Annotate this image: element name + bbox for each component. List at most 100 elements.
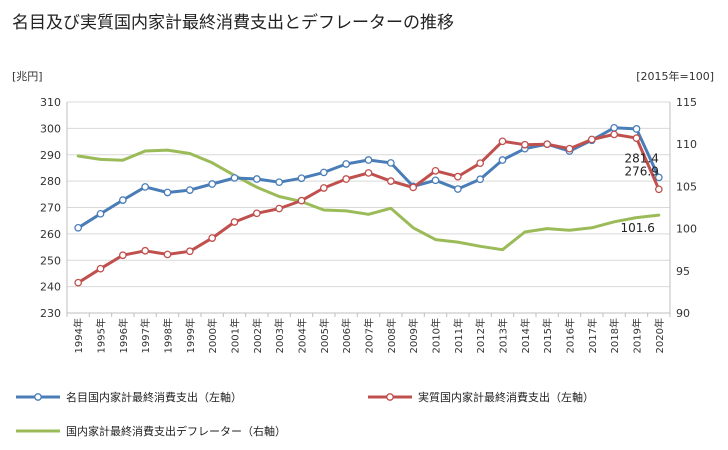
x-tick-label: 2011年 [452,318,465,353]
data-point [74,223,83,232]
end-value-label: 276.9 [624,164,658,178]
data-point [476,159,485,168]
x-tick-label: 1999年 [184,318,197,353]
right-tick-label: 95 [676,265,690,278]
series-group [74,123,663,287]
legend-swatch-marker [386,393,394,401]
left-tick-label: 280 [40,175,61,188]
data-point [275,204,284,213]
axes: 230 240 250 260 270 280 290 300 310 90 95 100 105 110… [40,96,697,353]
data-point [297,174,306,183]
left-tick-label: 270 [40,202,61,215]
x-tick-label: 2005年 [318,318,331,353]
x-tick-label: 2009年 [407,318,420,353]
x-tick-label: 2020年 [653,318,666,353]
grid-lines [67,101,670,314]
data-point [610,130,619,139]
data-point [654,185,663,194]
chart-title: 名目及び実質国内家計最終消費支出とデフレーターの推移 [12,12,454,33]
data-point [632,134,641,142]
left-tick-label: 230 [40,307,61,320]
data-point [587,135,596,144]
x-tick-label: 2001年 [229,318,242,353]
x-tick-label: 1995年 [95,318,108,353]
data-point [185,247,194,256]
data-point [96,209,105,218]
x-tick-label: 1994年 [72,318,85,353]
data-point [74,278,83,287]
right-tick-label: 110 [676,138,697,151]
end-value-label: 281.4 [624,151,658,165]
x-tick-label: 2004年 [296,318,309,353]
x-tick-label: 2000年 [206,318,219,353]
legend-label: 実質国内家計最終消費支出（左軸） [418,390,594,404]
data-point [431,176,440,185]
right-tick-label: 90 [676,307,690,320]
x-tick-label: 2010年 [430,318,443,353]
left-axis-unit: [兆円] [12,70,43,83]
data-point [208,180,217,188]
data-point [431,166,440,175]
x-tick-label: 1997年 [139,318,152,353]
data-point [520,140,529,149]
data-point [498,156,507,164]
data-point [275,178,284,187]
legend-label: 国内家計最終消費支出デフレーター（右軸） [66,424,286,438]
data-point [163,188,172,197]
data-point [141,183,150,191]
data-point [453,185,462,193]
legend-label: 名目国内家計最終消費支出（左軸） [66,390,242,404]
data-point [498,137,507,146]
data-point [342,175,351,183]
data-point [230,218,239,226]
data-point [453,172,462,181]
data-point [543,140,552,149]
x-tick-label: 1996年 [117,318,130,353]
data-point [654,173,663,182]
left-tick-label: 290 [40,149,61,162]
x-tick-label: 2008年 [385,318,398,353]
end-value-label: 101.6 [620,221,654,235]
x-tick-label: 2018年 [608,318,621,353]
data-point [319,184,328,192]
data-point [565,144,574,153]
left-tick-label: 240 [40,281,61,294]
x-tick-label: 2016年 [564,318,577,353]
series-line [76,148,661,252]
x-tick-label: 2003年 [273,318,286,353]
legend: 名目国内家計最終消費支出（左軸） 実質国内家計最終消費支出（左軸） 国内家計最終消費… [16,390,594,438]
left-tick-label: 310 [40,96,61,109]
data-point [252,175,261,183]
right-tick-label: 100 [676,223,697,236]
left-tick-label: 300 [40,122,61,135]
data-point [118,196,127,204]
right-axis-unit: [2015年=100] [636,69,714,83]
data-point [319,168,328,177]
data-point [297,196,306,205]
data-point [386,159,395,167]
x-tick-label: 2017年 [586,318,599,353]
x-tick-label: 1998年 [162,318,175,353]
data-point [476,175,485,184]
data-point [252,209,261,218]
data-point [342,160,351,168]
data-point [632,125,641,133]
data-point [96,264,105,273]
data-point [364,156,373,164]
legend-swatch-marker [34,393,42,401]
data-point [610,123,619,132]
data-point [409,183,418,192]
data-point [364,169,373,177]
data-point [230,174,239,182]
data-point [163,250,172,259]
left-tick-label: 260 [40,228,61,241]
x-tick-label: 2002年 [251,318,264,353]
data-point [185,186,194,194]
data-point [118,251,127,260]
left-tick-label: 250 [40,254,61,267]
x-tick-label: 2014年 [519,318,532,353]
right-tick-label: 115 [676,96,697,109]
data-point [141,246,150,255]
data-point [208,234,217,242]
